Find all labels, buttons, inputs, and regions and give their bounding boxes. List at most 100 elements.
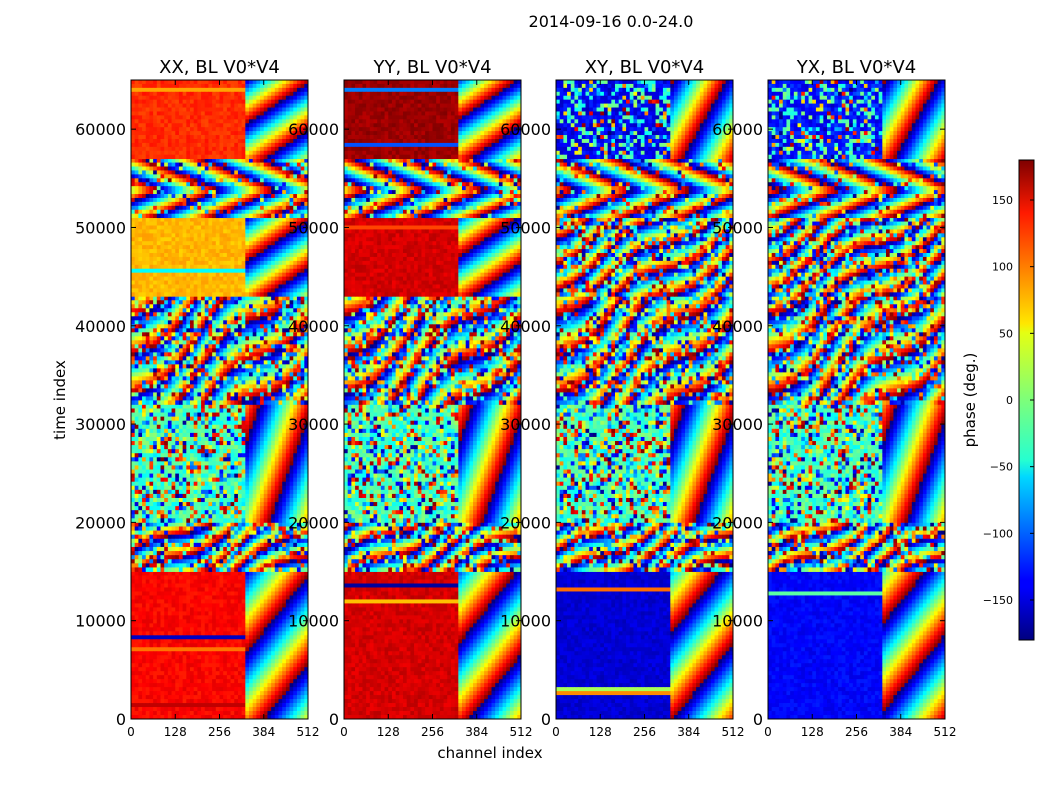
heatmap-cell [131, 631, 135, 635]
heatmap-cell [142, 603, 146, 607]
heatmap-cell [153, 659, 157, 663]
heatmap-cell [290, 576, 294, 580]
heatmap-cell [142, 572, 146, 576]
heatmap-cell [290, 643, 294, 647]
heatmap-cell [168, 607, 172, 611]
heatmap-cell [194, 659, 198, 663]
heatmap-cell [220, 580, 224, 584]
heatmap-cell [238, 615, 242, 619]
heatmap-cell [186, 580, 190, 584]
heatmap-cell [142, 627, 146, 631]
heatmap-cell [267, 580, 271, 584]
heatmap-cell [301, 572, 305, 576]
heatmap-cell [231, 580, 235, 584]
heatmap-cell [205, 615, 209, 619]
heatmap-cell [168, 643, 172, 647]
heatmap-cell [179, 576, 183, 580]
heatmap-cell [131, 607, 135, 611]
heatmap-cell [186, 639, 190, 643]
heatmap-cell [297, 655, 301, 659]
heatmap-cell [260, 667, 264, 671]
heatmap-cell [164, 572, 168, 576]
heatmap-cell [183, 667, 187, 671]
heatmap-cell [271, 675, 275, 679]
heatmap-cell [197, 631, 201, 635]
heatmap-cell [223, 659, 227, 663]
heatmap-cell [183, 623, 187, 627]
heatmap-cell [131, 615, 135, 619]
heatmap-cell [242, 635, 246, 639]
heatmap-cell [172, 591, 176, 595]
heatmap-cell [161, 639, 165, 643]
heatmap-cell [256, 651, 260, 655]
heatmap-cell [216, 671, 220, 675]
heatmap-cell [256, 667, 260, 671]
heatmap-cell [205, 572, 209, 576]
heatmap-cell [223, 603, 227, 607]
heatmap-cell [282, 607, 286, 611]
heatmap-cell [201, 599, 205, 603]
heatmap-cell [271, 615, 275, 619]
heatmap-cell [297, 603, 301, 607]
heatmap-cell [179, 591, 183, 595]
heatmap-cell [142, 619, 146, 623]
heatmap-cell [282, 639, 286, 643]
heatmap-cell [223, 675, 227, 679]
heatmap-cell [212, 591, 216, 595]
heatmap-cell [297, 580, 301, 584]
heatmap-cell [260, 659, 264, 663]
heatmap-cell [301, 655, 305, 659]
heatmap-cell [135, 639, 139, 643]
heatmap-cell [275, 663, 279, 667]
heatmap-cell [275, 627, 279, 631]
heatmap-cell [279, 607, 283, 611]
heatmap-cell [275, 647, 279, 651]
heatmap-cell [186, 671, 190, 675]
heatmap-cell [153, 671, 157, 675]
heatmap-cell [179, 639, 183, 643]
heatmap-cell [208, 591, 212, 595]
heatmap-cell [205, 587, 209, 591]
heatmap-cell [205, 643, 209, 647]
heatmap-cell [279, 611, 283, 615]
heatmap-cell [175, 663, 179, 667]
heatmap-cell [286, 651, 290, 655]
heatmap-cell [168, 619, 172, 623]
heatmap-cell [264, 595, 268, 599]
heatmap-cell [149, 580, 153, 584]
heatmap-cell [190, 623, 194, 627]
heatmap-cell [212, 655, 216, 659]
heatmap-cell [245, 659, 249, 663]
heatmap-cell [146, 599, 150, 603]
heatmap-cell [201, 655, 205, 659]
heatmap-cell [201, 611, 205, 615]
heatmap-cell [135, 580, 139, 584]
heatmap-cell [256, 615, 260, 619]
heatmap-cell [238, 631, 242, 635]
heatmap-cell [142, 595, 146, 599]
heatmap-cell [231, 607, 235, 611]
heatmap-cell [208, 615, 212, 619]
heatmap-cell [186, 631, 190, 635]
heatmap-cell [249, 603, 253, 607]
heatmap-cell [179, 615, 183, 619]
heatmap-cell [172, 580, 176, 584]
heatmap-cell [238, 587, 242, 591]
heatmap-cell [208, 580, 212, 584]
heatmap-cell [234, 572, 238, 576]
heatmap-cell [135, 607, 139, 611]
heatmap-cell [157, 635, 161, 639]
heatmap-cell [286, 667, 290, 671]
heatmap-cell [146, 627, 150, 631]
heatmap-cell [131, 603, 135, 607]
heatmap-cell [253, 580, 257, 584]
heatmap-cell [216, 675, 220, 679]
heatmap-cell [231, 671, 235, 675]
heatmap-cell [205, 655, 209, 659]
heatmap-cell [164, 591, 168, 595]
heatmap-cell [190, 583, 194, 587]
heatmap-cell [216, 635, 220, 639]
heatmap-cell [282, 671, 286, 675]
heatmap-cell [282, 572, 286, 576]
heatmap-cell [161, 659, 165, 663]
